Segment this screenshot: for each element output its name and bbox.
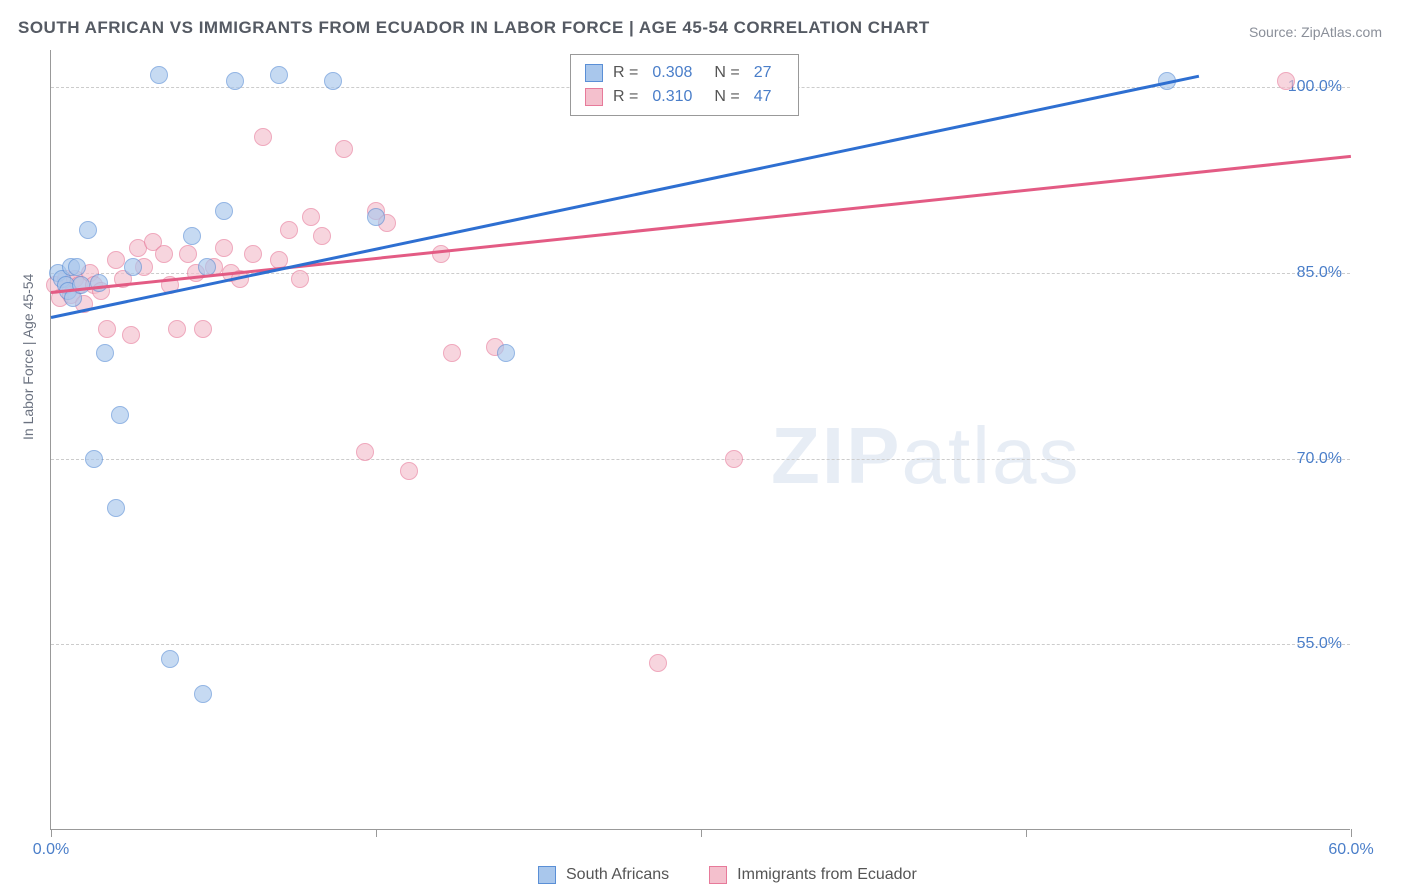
legend-swatch xyxy=(538,866,556,884)
data-point xyxy=(161,650,179,668)
watermark-rest: atlas xyxy=(901,411,1080,500)
data-point xyxy=(215,239,233,257)
data-point xyxy=(497,344,515,362)
source-attribution: Source: ZipAtlas.com xyxy=(1249,24,1382,40)
data-point xyxy=(215,202,233,220)
data-point xyxy=(179,245,197,263)
watermark-bold: ZIP xyxy=(771,411,901,500)
data-point xyxy=(270,66,288,84)
legend-n-label: N = xyxy=(714,85,739,109)
legend-row: R = 0.310 N = 47 xyxy=(585,85,784,109)
data-point xyxy=(107,251,125,269)
legend-n-value: 27 xyxy=(750,61,784,85)
data-point xyxy=(367,208,385,226)
gridline-h xyxy=(51,459,1350,460)
data-point xyxy=(254,128,272,146)
data-point xyxy=(443,344,461,362)
data-point xyxy=(85,450,103,468)
legend-item: South Africans xyxy=(538,866,669,884)
correlation-legend: R = 0.308 N = 27 R = 0.310 N = 47 xyxy=(570,54,799,116)
data-point xyxy=(168,320,186,338)
data-point xyxy=(68,258,86,276)
legend-r-value: 0.310 xyxy=(648,85,704,109)
legend-n-value: 47 xyxy=(750,85,784,109)
legend-item: Immigrants from Ecuador xyxy=(709,866,917,884)
y-tick-label: 55.0% xyxy=(1297,635,1342,653)
legend-series-label: Immigrants from Ecuador xyxy=(737,866,917,884)
data-point xyxy=(122,326,140,344)
y-axis-title: In Labor Force | Age 45-54 xyxy=(20,274,36,440)
x-tick xyxy=(376,829,377,837)
data-point xyxy=(98,320,116,338)
plot-region: ZIPatlas 55.0%70.0%85.0%100.0%0.0%60.0% xyxy=(50,50,1350,830)
data-point xyxy=(124,258,142,276)
data-point xyxy=(79,221,97,239)
legend-series-label: South Africans xyxy=(566,866,669,884)
data-point xyxy=(96,344,114,362)
series-legend: South Africans Immigrants from Ecuador xyxy=(538,866,917,884)
data-point xyxy=(649,654,667,672)
data-point xyxy=(107,499,125,517)
x-tick xyxy=(51,829,52,837)
x-tick xyxy=(1026,829,1027,837)
data-point xyxy=(194,320,212,338)
data-point xyxy=(400,462,418,480)
legend-row: R = 0.308 N = 27 xyxy=(585,61,784,85)
data-point xyxy=(725,450,743,468)
data-point xyxy=(155,245,173,263)
data-point xyxy=(1277,72,1295,90)
source-prefix: Source: xyxy=(1249,24,1301,40)
data-point xyxy=(356,443,374,461)
data-point xyxy=(183,227,201,245)
x-tick-label: 0.0% xyxy=(33,841,69,859)
data-point xyxy=(280,221,298,239)
legend-r-label: R = xyxy=(613,85,638,109)
data-point xyxy=(335,140,353,158)
watermark: ZIPatlas xyxy=(771,410,1080,502)
data-point xyxy=(244,245,262,263)
source-link[interactable]: ZipAtlas.com xyxy=(1301,24,1382,40)
data-point xyxy=(324,72,342,90)
data-point xyxy=(150,66,168,84)
legend-swatch xyxy=(585,88,603,106)
x-tick xyxy=(701,829,702,837)
data-point xyxy=(302,208,320,226)
legend-r-value: 0.308 xyxy=(648,61,704,85)
data-point xyxy=(111,406,129,424)
x-tick-label: 60.0% xyxy=(1328,841,1373,859)
x-tick xyxy=(1351,829,1352,837)
legend-swatch xyxy=(585,64,603,82)
data-point xyxy=(432,245,450,263)
data-point xyxy=(291,270,309,288)
data-point xyxy=(226,72,244,90)
y-tick-label: 100.0% xyxy=(1288,78,1342,96)
chart-title: SOUTH AFRICAN VS IMMIGRANTS FROM ECUADOR… xyxy=(18,18,930,38)
legend-swatch xyxy=(709,866,727,884)
y-tick-label: 85.0% xyxy=(1297,264,1342,282)
chart-area: ZIPatlas 55.0%70.0%85.0%100.0%0.0%60.0% … xyxy=(50,50,1350,830)
data-point xyxy=(72,276,90,294)
legend-n-label: N = xyxy=(714,61,739,85)
data-point xyxy=(194,685,212,703)
data-point xyxy=(313,227,331,245)
gridline-h xyxy=(51,644,1350,645)
legend-r-label: R = xyxy=(613,61,638,85)
y-tick-label: 70.0% xyxy=(1297,450,1342,468)
